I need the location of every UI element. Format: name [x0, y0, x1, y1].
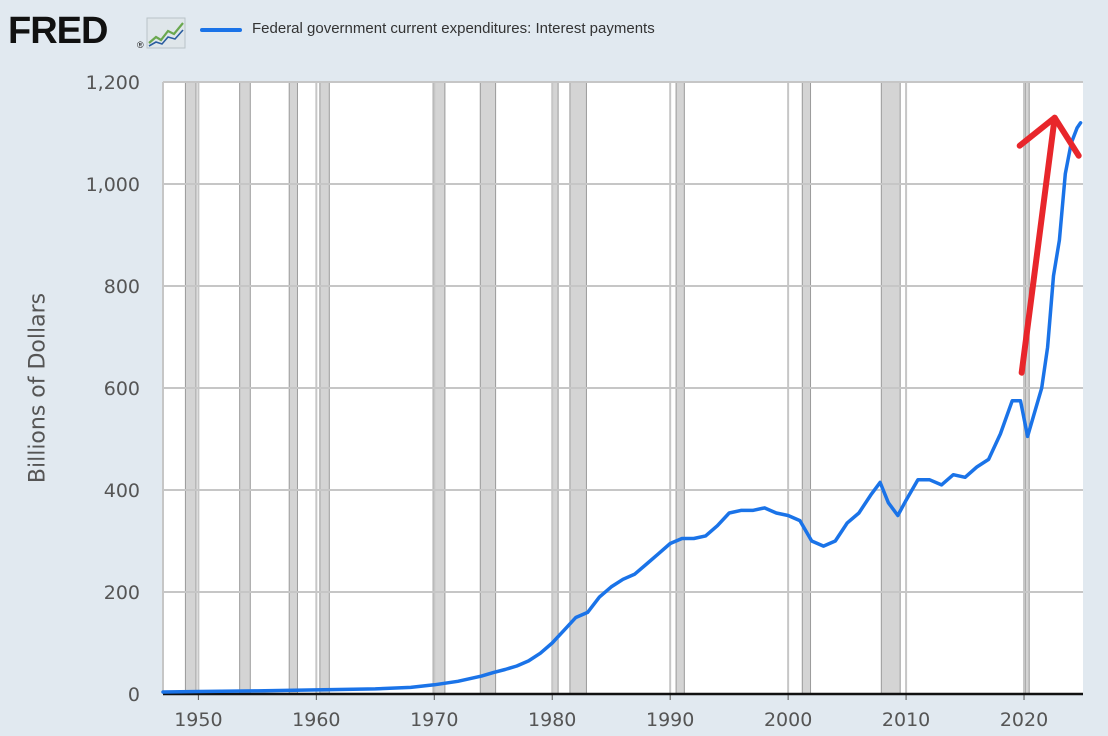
x-tick-label: 2010 — [882, 709, 930, 731]
x-tick-label: 1980 — [528, 709, 576, 731]
x-tick-label: 1970 — [410, 709, 458, 731]
registered-mark: ® — [137, 40, 144, 50]
y-tick-label: 0 — [128, 684, 140, 706]
y-tick-label: 400 — [104, 480, 140, 502]
y-tick-label: 800 — [104, 276, 140, 298]
fred-logo[interactable]: FRED — [8, 10, 108, 52]
x-tick-label: 1960 — [292, 709, 340, 731]
legend-label: Federal government current expenditures:… — [252, 19, 655, 37]
y-tick-label: 1,200 — [86, 72, 140, 94]
y-tick-label: 1,000 — [86, 174, 140, 196]
y-tick-label: 200 — [104, 582, 140, 604]
x-tick-label: 1950 — [174, 709, 222, 731]
annotation-arrow-head — [1016, 114, 1082, 159]
annotation-arrow-shaft — [1018, 114, 1058, 376]
chart-legend: Federal government current expenditures:… — [200, 16, 655, 40]
series-line — [161, 121, 1083, 694]
x-tick-label: 1990 — [646, 709, 694, 731]
x-tick-label: 2020 — [1000, 709, 1048, 731]
fred-sparkline-icon — [146, 17, 186, 49]
legend-swatch — [200, 28, 242, 32]
x-tick-label: 2000 — [764, 709, 812, 731]
chart-header: FRED ® Federal government current expend… — [0, 0, 1108, 60]
y-tick-label: 600 — [104, 378, 140, 400]
